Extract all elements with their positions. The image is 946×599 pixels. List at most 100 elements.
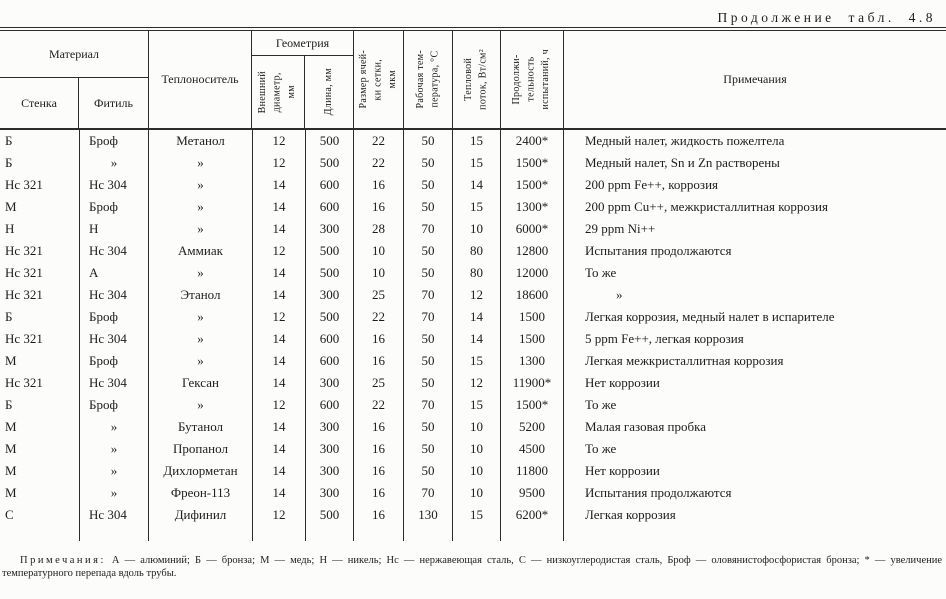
- table-row: М » Фреон-113 14 300 16 70 10 9500 Испыт…: [0, 482, 946, 504]
- cell-duration: 1500*: [500, 394, 563, 416]
- table-row: Нс 321 А » 14 500 10 50 80 12000 То же: [0, 262, 946, 284]
- cell-outer-diameter: 14: [252, 460, 305, 482]
- cell-duration: 12000: [500, 262, 563, 284]
- cell-wall: Нс 321: [5, 177, 43, 192]
- cell-mesh-size: 22: [353, 306, 403, 328]
- cell-duration: 4500: [500, 438, 563, 460]
- cell-work-temp: 50: [403, 460, 452, 482]
- cell-coolant: Дифинил: [148, 504, 252, 526]
- cell-notes: То же: [563, 438, 946, 460]
- cell-mesh-size: 16: [353, 416, 403, 438]
- table-row: Б » » 12 500 22 50 15 1500* Медный налет…: [0, 152, 946, 174]
- cell-coolant: »: [148, 328, 252, 350]
- cell-duration: 9500: [500, 482, 563, 504]
- cell-heat-flux: 80: [452, 262, 500, 284]
- cell-wick: »: [79, 460, 148, 482]
- cell-length: 300: [305, 460, 353, 482]
- cell-duration: 1500*: [500, 152, 563, 174]
- cell-wall: Б: [5, 397, 13, 412]
- cell-notes: Медный налет, Sn и Zn растворены: [563, 152, 946, 174]
- cell-length: 500: [305, 504, 353, 526]
- cell-duration: 6000*: [500, 218, 563, 240]
- cell-work-temp: 70: [403, 218, 452, 240]
- cell-wick: Броф: [79, 350, 148, 372]
- cell-outer-diameter: 12: [252, 306, 305, 328]
- cell-wick: Броф: [79, 130, 148, 152]
- cell-coolant: Дихлорметан: [148, 460, 252, 482]
- cell-notes: Легкая коррозия, медный налет в испарите…: [563, 306, 946, 328]
- header-wick: Фитиль: [93, 95, 134, 110]
- cell-work-temp: 50: [403, 262, 452, 284]
- cell-heat-flux: 12: [452, 372, 500, 394]
- cell-wick: Нс 304: [79, 284, 148, 306]
- cell-wall: М: [5, 353, 17, 368]
- cell-outer-diameter: 14: [252, 218, 305, 240]
- cell-coolant: »: [148, 174, 252, 196]
- table-row: Нс 321 Нс 304 Этанол 14 300 25 70 12 186…: [0, 284, 946, 306]
- cell-notes: То же: [563, 262, 946, 284]
- cell-wall: Нс 321: [5, 265, 43, 280]
- cell-work-temp: 70: [403, 306, 452, 328]
- cell-notes: Легкая межкристаллитная коррозия: [563, 350, 946, 372]
- cell-notes: 200 ppm Fe++, коррозия: [563, 174, 946, 196]
- cell-work-temp: 50: [403, 438, 452, 460]
- header-wall: Стенка: [0, 78, 79, 128]
- cell-wick: »: [79, 438, 148, 460]
- cell-outer-diameter: 12: [252, 394, 305, 416]
- footnote-text: А — алюминий; Б — бронза; М — медь; Н — …: [2, 555, 942, 579]
- table-row: Нс 321 Нс 304 Аммиак 12 500 10 50 80 128…: [0, 240, 946, 262]
- table-row: Б Броф Метанол 12 500 22 50 15 2400* Мед…: [0, 130, 946, 152]
- cell-wick: Нс 304: [79, 174, 148, 196]
- cell-coolant: Пропанол: [148, 438, 252, 460]
- cell-length: 600: [305, 174, 353, 196]
- cell-duration: 1300: [500, 350, 563, 372]
- cell-wick: »: [79, 482, 148, 504]
- cell-wall: С: [5, 507, 14, 522]
- cell-wick: Нс 304: [79, 240, 148, 262]
- data-table: Материал Стенка Фитиль Теплоноситель Гео…: [0, 27, 946, 541]
- cell-length: 500: [305, 152, 353, 174]
- header-mesh-size: Размер ячей- ки сетки, мкм: [353, 31, 403, 128]
- cell-length: 300: [305, 438, 353, 460]
- cell-duration: 1300*: [500, 196, 563, 218]
- table-row: Н Н » 14 300 28 70 10 6000* 29 ppm Ni++: [0, 218, 946, 240]
- cell-notes: То же: [563, 394, 946, 416]
- cell-work-temp: 70: [403, 482, 452, 504]
- cell-wall: М: [5, 441, 17, 456]
- cell-length: 300: [305, 372, 353, 394]
- cell-outer-diameter: 14: [252, 196, 305, 218]
- cell-length: 600: [305, 350, 353, 372]
- cell-mesh-size: 25: [353, 284, 403, 306]
- cell-coolant: »: [148, 196, 252, 218]
- cell-heat-flux: 10: [452, 416, 500, 438]
- cell-work-temp: 50: [403, 372, 452, 394]
- table-row: М » Дихлорметан 14 300 16 50 10 11800 Не…: [0, 460, 946, 482]
- cell-coolant: Аммиак: [148, 240, 252, 262]
- cell-outer-diameter: 14: [252, 416, 305, 438]
- cell-coolant: »: [148, 394, 252, 416]
- cell-mesh-size: 10: [353, 240, 403, 262]
- cell-duration: 18600: [500, 284, 563, 306]
- cell-notes: Нет коррозии: [563, 460, 946, 482]
- cell-notes: Малая газовая пробка: [563, 416, 946, 438]
- cell-outer-diameter: 14: [252, 284, 305, 306]
- header-outer-diameter: Внешний диаметр, мм: [252, 56, 305, 128]
- footnote: Примечания: А — алюминий; Б — бронза; М —…: [0, 554, 946, 580]
- cell-heat-flux: 10: [452, 482, 500, 504]
- cell-duration: 1500: [500, 306, 563, 328]
- cell-mesh-size: 22: [353, 152, 403, 174]
- header-coolant: Теплоноситель: [148, 31, 252, 128]
- cell-notes: Испытания продолжаются: [563, 482, 946, 504]
- cell-heat-flux: 15: [452, 152, 500, 174]
- cell-mesh-size: 22: [353, 130, 403, 152]
- cell-outer-diameter: 12: [252, 130, 305, 152]
- cell-length: 600: [305, 394, 353, 416]
- cell-mesh-size: 16: [353, 196, 403, 218]
- cell-notes: Нет коррозии: [563, 372, 946, 394]
- cell-length: 500: [305, 262, 353, 284]
- cell-work-temp: 50: [403, 152, 452, 174]
- cell-outer-diameter: 12: [252, 240, 305, 262]
- cell-mesh-size: 16: [353, 328, 403, 350]
- cell-heat-flux: 15: [452, 504, 500, 526]
- cell-duration: 11800: [500, 460, 563, 482]
